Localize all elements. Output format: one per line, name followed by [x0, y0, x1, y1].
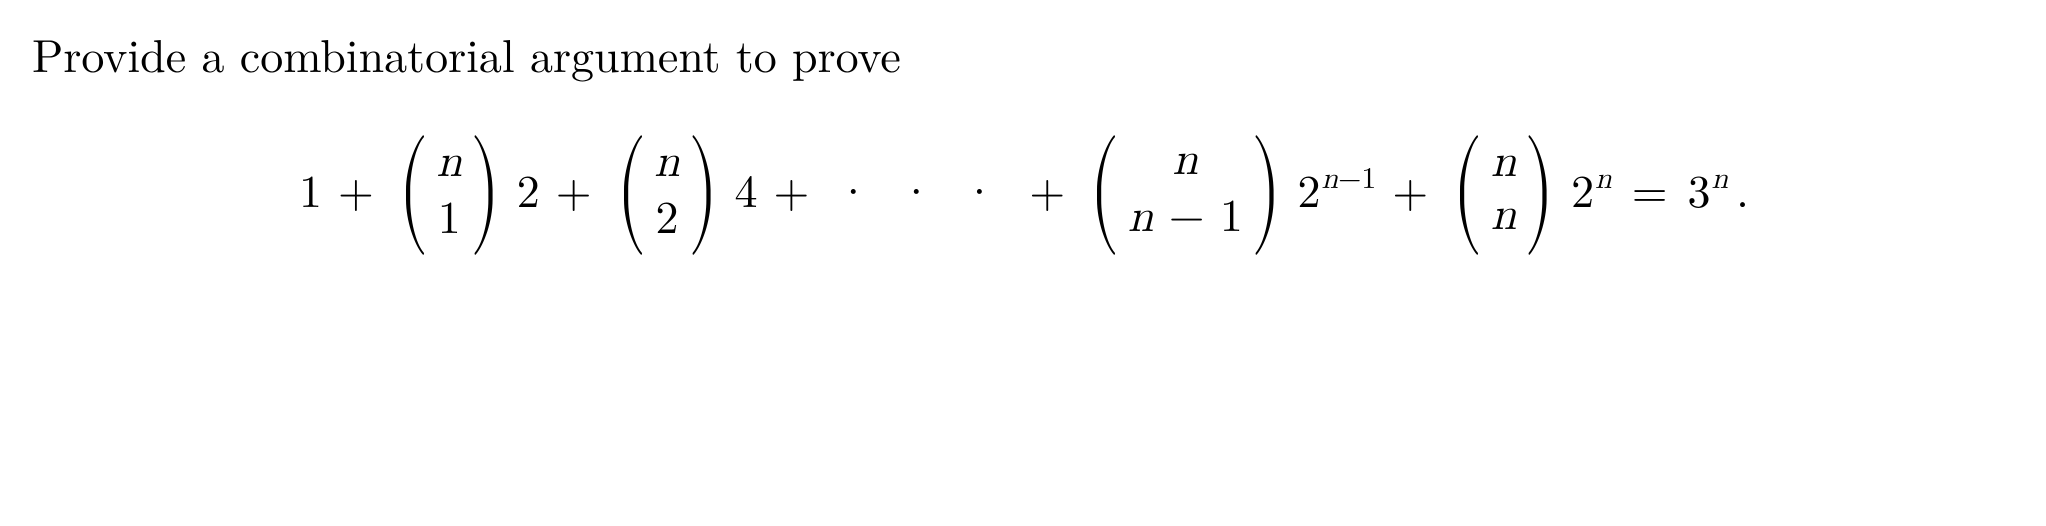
- rhs-base: 3: [1688, 156, 1711, 221]
- coef-4: 2n: [1571, 156, 1612, 221]
- binom-4: ( n n ): [1444, 136, 1563, 242]
- plus-3: +: [774, 156, 810, 221]
- left-paren-icon: (: [616, 156, 646, 222]
- right-paren-icon: ): [1525, 156, 1555, 222]
- period: .: [1736, 156, 1749, 221]
- coef-3-exp-one: 1: [1361, 154, 1376, 197]
- rhs: 3n: [1688, 156, 1729, 221]
- coef-3: 2n−1: [1298, 156, 1377, 221]
- plus-1: +: [338, 156, 374, 221]
- coef-3-exponent: n−1: [1322, 154, 1377, 197]
- left-paren-icon: (: [398, 156, 428, 222]
- coef-3-exp-minus: −: [1338, 154, 1361, 197]
- plus-4: +: [1029, 156, 1065, 221]
- binom-1: ( n 1 ): [390, 136, 509, 242]
- coef-4-base: 2: [1571, 156, 1594, 221]
- equals-sign: =: [1632, 156, 1668, 221]
- binom-4-top: n: [1491, 136, 1517, 189]
- right-paren-icon: ): [1251, 156, 1281, 222]
- coef-1: 2: [517, 156, 540, 221]
- coef-2: 4: [735, 156, 758, 221]
- binom-3-bottom-n: n: [1128, 194, 1154, 240]
- binom-1-top: n: [437, 136, 463, 189]
- term-0: 1: [299, 156, 322, 221]
- binom-3-bottom-minus: −: [1169, 180, 1205, 245]
- coef-3-base: 2: [1298, 156, 1321, 221]
- binom-3-bottom: n − 1: [1128, 187, 1243, 244]
- plus-5: +: [1392, 156, 1428, 221]
- binom-2: ( n 2 ): [608, 136, 727, 242]
- coef-3-exp-n: n: [1322, 164, 1339, 194]
- binom-1-bottom: 1: [438, 189, 461, 242]
- binom-2-top: n: [654, 136, 680, 189]
- left-paren-icon: (: [1089, 156, 1119, 222]
- rhs-exponent: n: [1712, 164, 1729, 194]
- plus-2: +: [556, 156, 592, 221]
- left-paren-icon: (: [1452, 156, 1482, 222]
- binom-2-bottom: 2: [656, 189, 679, 242]
- coef-4-exponent: n: [1595, 164, 1612, 194]
- ellipsis-icon: · · ·: [835, 156, 1003, 221]
- binom-4-bottom: n: [1491, 189, 1517, 242]
- equation: 1 + ( n 1 ) 2 + ( n 2 ) 4 + · · · + ( n …: [32, 134, 2014, 244]
- right-paren-icon: ): [470, 156, 500, 222]
- right-paren-icon: ): [688, 156, 718, 222]
- binom-3-bottom-one: 1: [1220, 180, 1243, 245]
- problem-statement: Provide a combinatorial argument to prov…: [32, 24, 2014, 84]
- binom-3: ( n n − 1 ): [1081, 134, 1289, 244]
